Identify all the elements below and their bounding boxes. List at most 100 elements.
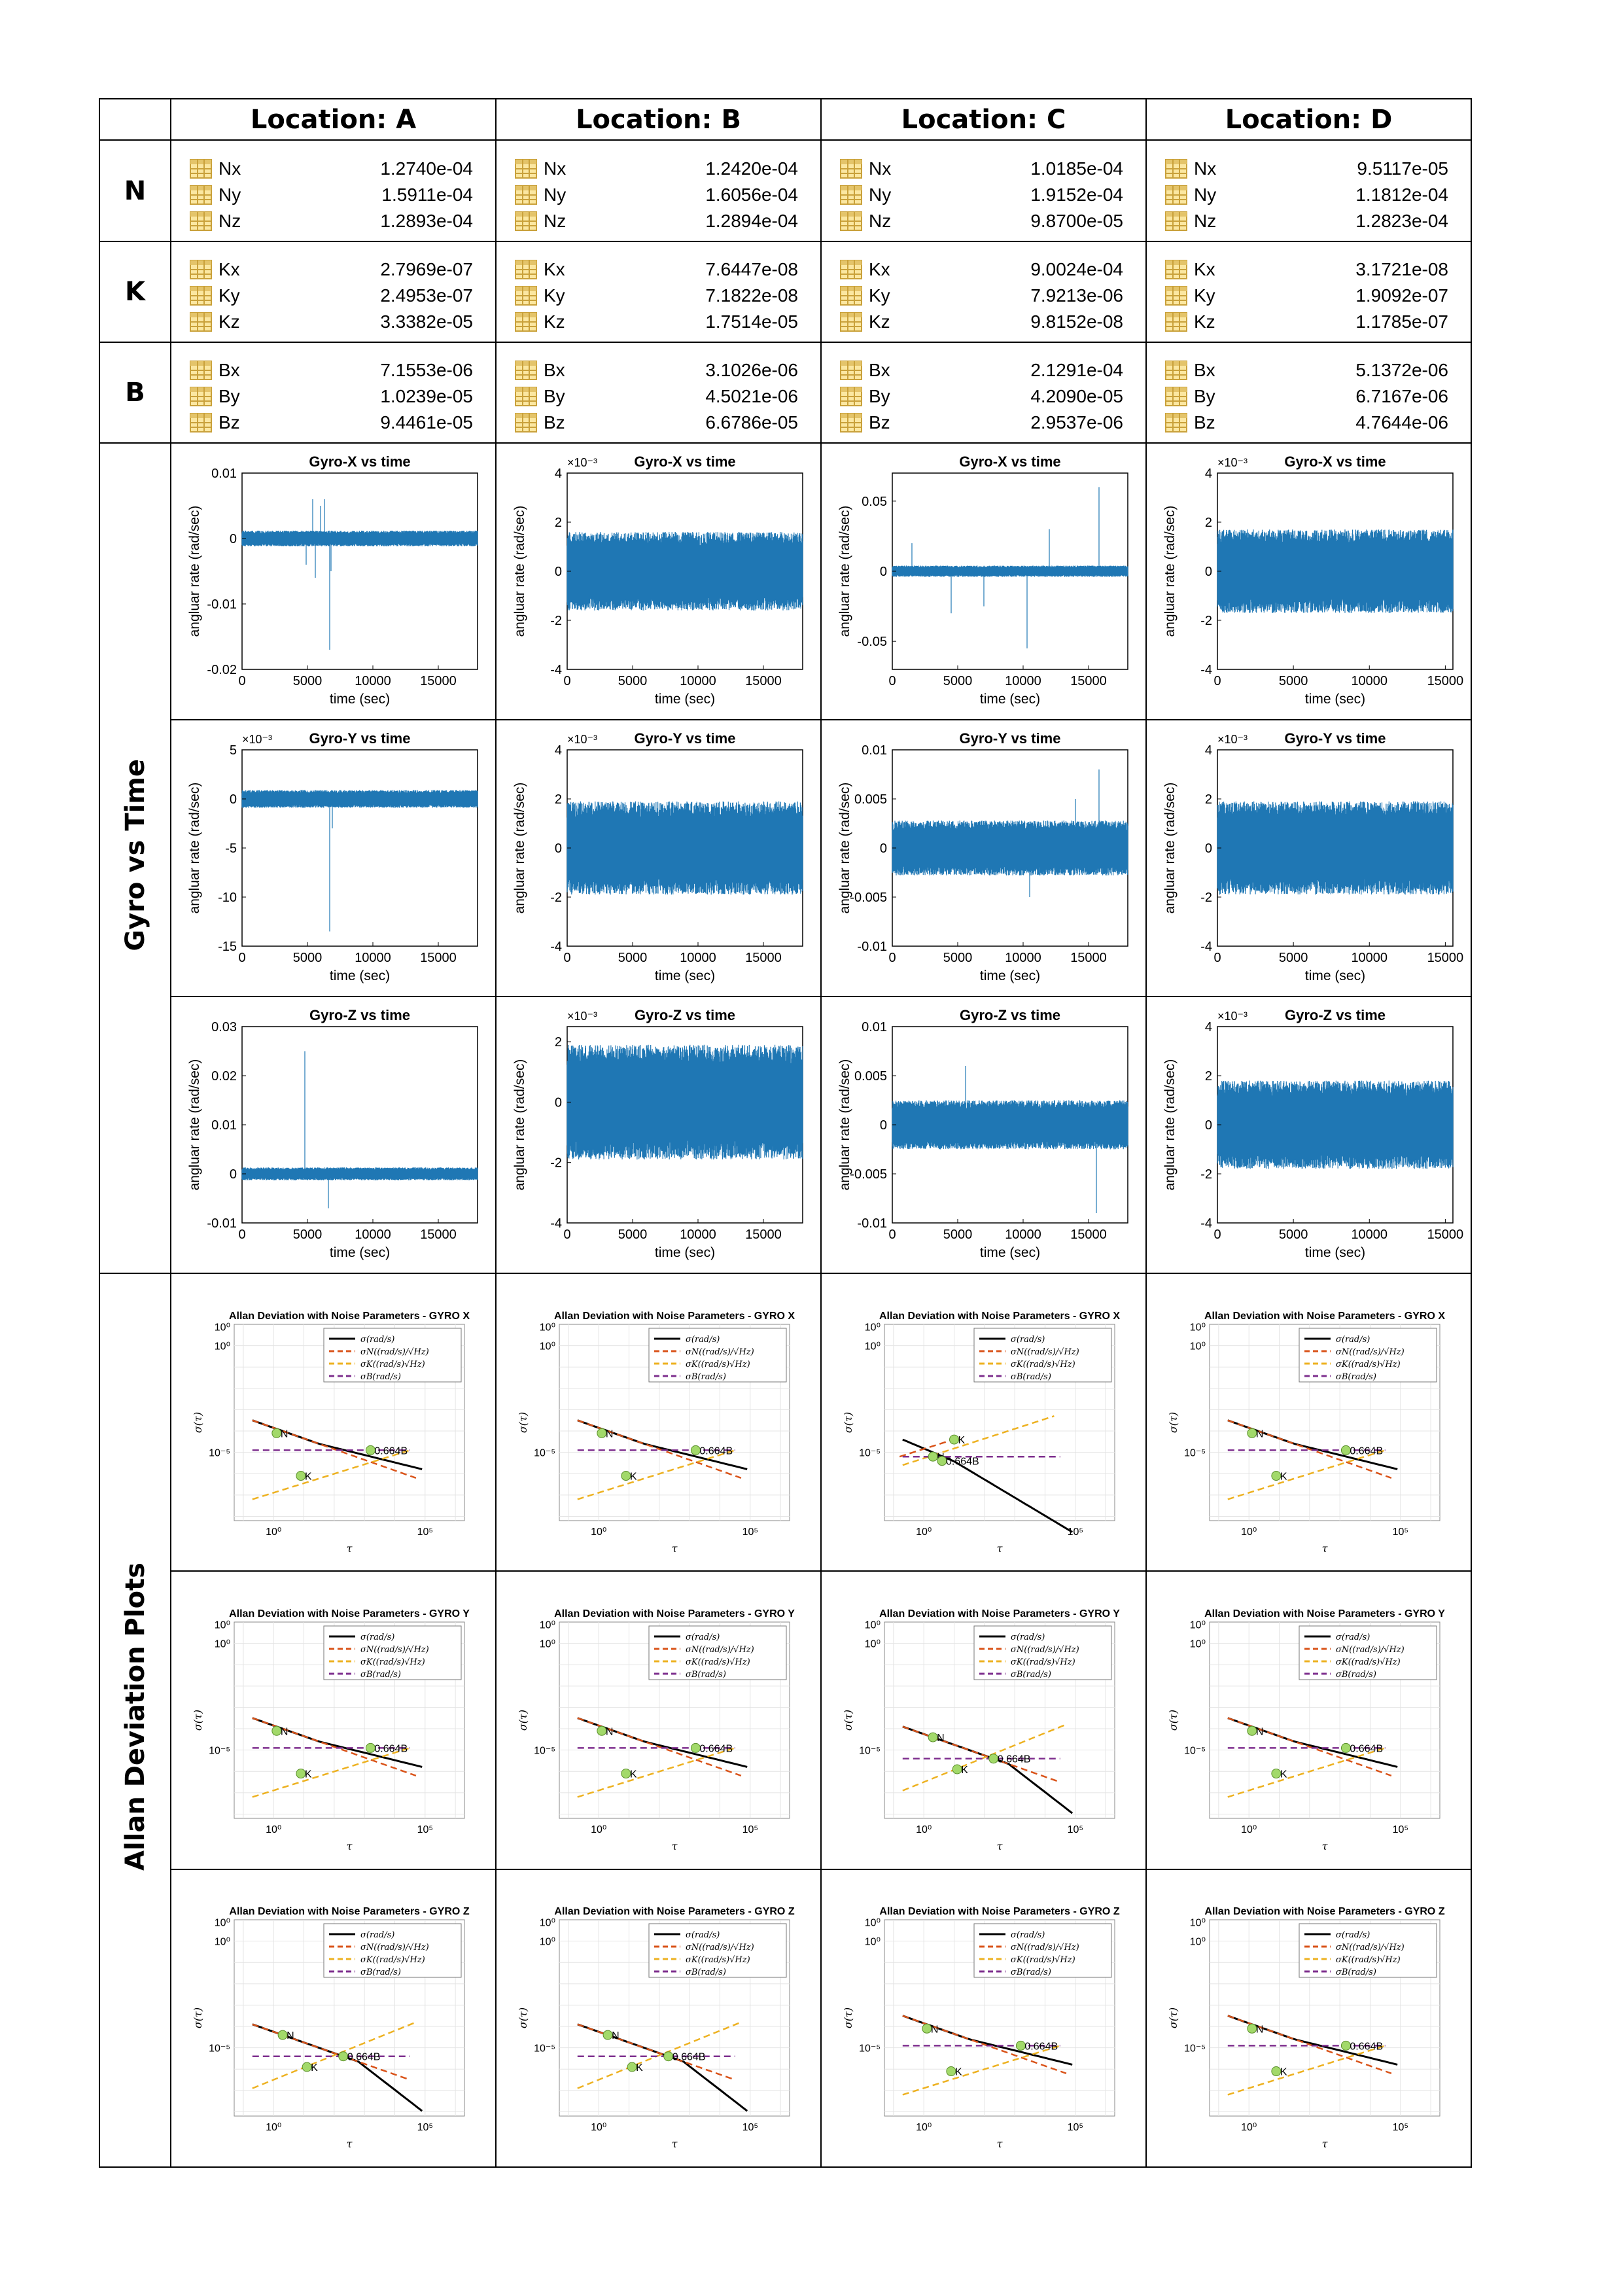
x-tick-label: 5000 bbox=[292, 951, 322, 965]
x-tick-label: 15000 bbox=[1070, 674, 1107, 688]
signal-trace bbox=[566, 532, 803, 611]
param-line: Kz 1.1785e-07 bbox=[1165, 309, 1448, 335]
param-cell: Bx 3.1026e-06 By 4.5021e-06 Bz 6.6786e-05 bbox=[495, 341, 822, 444]
param-name: Kx bbox=[544, 258, 565, 279]
param-line: Nz 1.2894e-04 bbox=[515, 208, 798, 234]
x-tick-label: 10⁵ bbox=[417, 2122, 432, 2133]
param-value: 1.2894e-04 bbox=[705, 210, 798, 231]
param-value: 9.0024e-04 bbox=[1030, 258, 1123, 279]
legend-entry: σB(rad/s) bbox=[686, 1968, 726, 1977]
fit-point-marker bbox=[937, 1455, 947, 1466]
x-tick-label: 0 bbox=[1213, 1227, 1221, 1242]
y-axis-label: σ(τ) bbox=[517, 1710, 529, 1731]
legend-box bbox=[648, 1328, 786, 1383]
location-header-b: Location: B bbox=[495, 97, 822, 141]
y-tick-label: 10⁻⁵ bbox=[209, 1746, 230, 1757]
variable-table-icon bbox=[515, 285, 537, 306]
allan-curve bbox=[901, 1438, 1073, 1533]
fit-point-marker bbox=[602, 2030, 613, 2040]
y-tick-label: 10⁻⁵ bbox=[1184, 1746, 1206, 1757]
fit-point-label: K bbox=[1280, 1769, 1287, 1780]
x-tick-label: 10⁵ bbox=[1392, 1824, 1408, 1835]
x-tick-label: 5000 bbox=[943, 674, 972, 688]
param-cell: Kx 2.7969e-07 Ky 2.4953e-07 Kz 3.3382e-05 bbox=[170, 240, 497, 343]
legend-entry: σN((rad/s)/√Hz) bbox=[1011, 1943, 1079, 1952]
param-value: 9.5117e-05 bbox=[1357, 158, 1448, 179]
param-name: Nx bbox=[218, 158, 241, 179]
fit-point-label: N bbox=[605, 1428, 613, 1439]
allan-curve bbox=[1227, 1717, 1398, 1768]
x-tick-label: 10⁰ bbox=[591, 1527, 606, 1538]
legend-entry: σB(rad/s) bbox=[1336, 1968, 1376, 1977]
x-tick-label: 10⁵ bbox=[1067, 2122, 1083, 2133]
x-axis-label: τ bbox=[1321, 1542, 1328, 1555]
x-tick-label: 15000 bbox=[1427, 1227, 1463, 1242]
param-line: Ky 1.9092e-07 bbox=[1165, 283, 1448, 309]
fit-point-marker bbox=[663, 2051, 673, 2062]
y-tick-label: 10⁰ bbox=[1189, 1322, 1205, 1333]
x-axis-label: τ bbox=[671, 2138, 678, 2150]
legend-box bbox=[973, 1625, 1111, 1680]
y-tick-label: 10⁰ bbox=[864, 1639, 880, 1650]
y-tick-label: -5 bbox=[225, 841, 237, 856]
x-axis-label: τ bbox=[1321, 1840, 1328, 1852]
x-tick-label: 10⁵ bbox=[742, 1824, 758, 1835]
legend-box bbox=[973, 1923, 1111, 1978]
legend-entry: σB(rad/s) bbox=[686, 1670, 726, 1680]
variable-table-icon bbox=[515, 412, 537, 433]
gyro-time-chart: 0.05 0 -0.05 0 5000 10000 15000 Gyro-X vs time t… bbox=[837, 453, 1128, 707]
fit-point-marker bbox=[921, 2024, 932, 2034]
variable-table-icon bbox=[840, 158, 862, 179]
x-axis-label: τ bbox=[996, 2138, 1003, 2150]
x-tick-label: 10000 bbox=[1351, 951, 1387, 965]
param-value: 7.1553e-06 bbox=[380, 359, 473, 380]
param-line: Bx 7.1553e-06 bbox=[190, 357, 473, 383]
signal-trace bbox=[1216, 529, 1454, 614]
param-list: Nx 1.2740e-04 Ny 1.5911e-04 Nz 1.2893e-04 bbox=[172, 148, 495, 234]
y-axis-label: σ(τ) bbox=[842, 1710, 854, 1731]
fit-point-label: 0.664B bbox=[997, 1754, 1030, 1765]
allan-cell: N K 0.664B σ(rad/s) σN((rad/s)/√Hz) σK((rad/s… bbox=[495, 1868, 822, 2168]
x-axis-label: time (sec) bbox=[979, 968, 1039, 983]
y-axis-label: σ(τ) bbox=[1167, 1412, 1179, 1433]
y-exponent: ×10⁻³ bbox=[1217, 733, 1248, 746]
variable-table-icon bbox=[515, 185, 537, 205]
y-tick-label: 0 bbox=[1204, 841, 1212, 856]
fit-point-label: K bbox=[629, 1471, 637, 1482]
n-fit-line bbox=[1227, 1419, 1391, 1479]
chart-title: Allan Deviation with Noise Parameters - … bbox=[879, 1311, 1119, 1322]
signal-trace bbox=[241, 790, 478, 932]
param-value: 7.9213e-06 bbox=[1030, 285, 1123, 306]
allan-curve bbox=[1227, 2015, 1398, 2066]
y-tick-label: 4 bbox=[554, 743, 561, 758]
legend-entry: σN((rad/s)/√Hz) bbox=[686, 1347, 754, 1357]
x-axis-label: τ bbox=[996, 1542, 1003, 1555]
param-name: Bx bbox=[1194, 359, 1215, 380]
y-tick-label: 10⁰ bbox=[214, 1937, 230, 1948]
chart-title: Allan Deviation with Noise Parameters - … bbox=[229, 1608, 470, 1619]
param-line: Nz 9.8700e-05 bbox=[840, 208, 1123, 234]
y-axis-label: σ(τ) bbox=[192, 1710, 204, 1731]
allan-cell: N K 0.664B σ(rad/s) σN((rad/s)/√Hz) σK((rad/s… bbox=[1145, 1273, 1472, 1572]
x-tick-label: 10⁵ bbox=[742, 1527, 758, 1538]
variable-table-icon bbox=[1165, 158, 1187, 179]
fit-point-label: 0.664B bbox=[699, 1743, 733, 1754]
allan-cell: N K 0.664B σ(rad/s) σN((rad/s)/√Hz) σK((rad/s… bbox=[170, 1868, 497, 2168]
x-tick-label: 15000 bbox=[420, 1227, 457, 1242]
n-fit-line bbox=[1227, 2015, 1391, 2075]
fit-point-marker bbox=[338, 2051, 348, 2062]
x-tick-label: 10⁰ bbox=[1241, 1824, 1257, 1835]
fit-point-label: N bbox=[930, 2024, 938, 2036]
section-label-gyro: Gyro vs Time bbox=[120, 758, 150, 951]
y-tick-label: 10⁰ bbox=[539, 1619, 555, 1631]
y-tick-label: -0.01 bbox=[207, 597, 237, 612]
fit-point-marker bbox=[1246, 1428, 1257, 1438]
y-tick-label: -0.005 bbox=[850, 1167, 887, 1182]
y-axis-label: angluar rate (rad/sec) bbox=[837, 506, 852, 637]
variable-table-icon bbox=[840, 311, 862, 332]
x-tick-label: 10⁰ bbox=[591, 2122, 606, 2133]
param-cell: Kx 3.1721e-08 Ky 1.9092e-07 Kz 1.1785e-07 bbox=[1145, 240, 1472, 343]
gyro-cell: 0.01 0.005 0 -0.005 -0.01 0 5000 10000 15000 Gyro… bbox=[820, 995, 1147, 1275]
gyro-time-chart: 0.030.020.010-0.010 5000 10000 15000Gyro-Z … bbox=[187, 1007, 478, 1260]
